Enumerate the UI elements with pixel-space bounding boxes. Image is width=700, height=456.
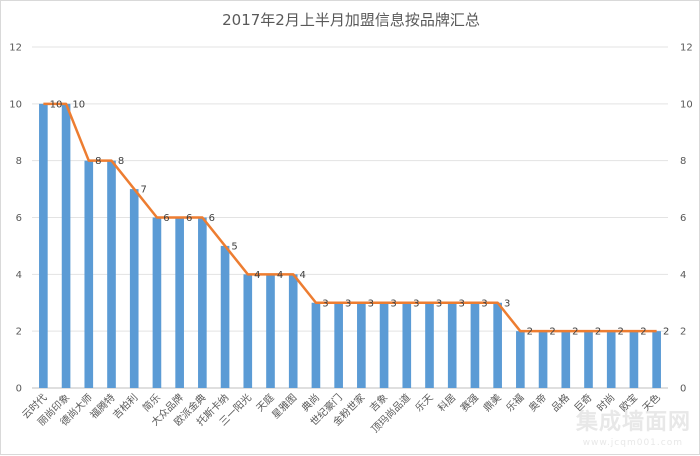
bar: [402, 302, 412, 388]
bar: [538, 331, 548, 388]
data-label: 3: [345, 298, 351, 309]
data-label: 3: [481, 298, 487, 309]
bar: [561, 331, 571, 388]
bar: [334, 302, 343, 388]
data-label: 2: [527, 327, 533, 338]
data-label: 6: [163, 213, 169, 224]
y-tick-label-right: 12: [680, 43, 693, 54]
bar: [425, 302, 434, 388]
chart-title: 2017年2月上半月加盟信息按品牌汇总: [222, 11, 480, 29]
data-label: 3: [322, 298, 328, 309]
bar: [288, 274, 298, 388]
watermark-url: www.jcqm001.com: [582, 438, 683, 448]
category-label: 赛强: [458, 391, 481, 414]
category-label: 鼎美: [480, 391, 503, 414]
bar: [652, 331, 661, 388]
bar: [198, 217, 207, 388]
y-tick-label-right: 0: [680, 384, 686, 395]
data-label: 8: [118, 156, 124, 167]
y-tick-label-right: 6: [680, 213, 686, 224]
bar: [220, 245, 230, 388]
data-label: 2: [595, 327, 601, 338]
y-tick-label-left: 2: [16, 327, 22, 338]
data-label: 8: [95, 156, 101, 167]
bar: [447, 302, 457, 388]
data-label: 5: [231, 241, 237, 252]
category-label: 品格: [549, 391, 572, 414]
category-label: 乐福: [503, 391, 526, 414]
data-label: 10: [72, 99, 85, 110]
data-label: 10: [50, 99, 63, 110]
data-label: 2: [572, 327, 578, 338]
bar: [357, 302, 366, 388]
bar: [470, 302, 480, 388]
y-tick-label-left: 0: [16, 384, 22, 395]
y-tick-label-right: 10: [680, 99, 693, 110]
y-tick-label-left: 12: [9, 43, 22, 54]
data-label: 4: [277, 270, 283, 281]
y-tick-label-left: 4: [16, 270, 22, 281]
data-label: 3: [459, 298, 465, 309]
bar: [61, 103, 71, 388]
y-tick-label-left: 8: [16, 156, 22, 167]
data-label: 4: [300, 270, 306, 281]
bar: [311, 302, 321, 388]
bar: [152, 217, 162, 388]
data-label: 6: [209, 213, 215, 224]
category-label: 科居: [435, 391, 458, 414]
bar: [175, 217, 184, 388]
category-label: 奥帝: [526, 391, 549, 414]
bar: [516, 331, 525, 388]
data-label: 3: [368, 298, 374, 309]
y-tick-label-right: 4: [680, 270, 686, 281]
data-label: 2: [663, 327, 669, 338]
data-label: 4: [254, 270, 260, 281]
bar: [493, 302, 502, 388]
data-label: 3: [436, 298, 442, 309]
y-tick-label-right: 2: [680, 327, 686, 338]
bar: [266, 274, 275, 388]
y-tick-label-left: 6: [16, 213, 22, 224]
bar: [84, 160, 94, 388]
y-tick-label-right: 8: [680, 156, 686, 167]
data-label: 7: [141, 185, 147, 196]
category-label: 星雅图: [269, 391, 299, 421]
bar: [379, 302, 389, 388]
data-label: 3: [390, 298, 396, 309]
data-label: 2: [640, 327, 646, 338]
data-label: 2: [618, 327, 624, 338]
bar: [629, 331, 639, 388]
data-label: 3: [413, 298, 419, 309]
category-label: 乐天: [413, 392, 436, 415]
category-label: 福腾特: [87, 391, 117, 421]
bar: [107, 160, 116, 388]
data-label: 2: [549, 327, 555, 338]
bar: [243, 274, 253, 388]
data-label: 6: [186, 213, 192, 224]
y-tick-label-left: 10: [9, 99, 22, 110]
series-line: [43, 102, 657, 333]
bar: [39, 103, 48, 388]
bar: [129, 189, 139, 388]
watermark-logo: 集成墙面网: [575, 410, 691, 435]
bar: [584, 331, 593, 388]
category-label: 吉柏利: [110, 391, 140, 421]
data-label: 3: [504, 298, 510, 309]
bar: [606, 331, 616, 388]
